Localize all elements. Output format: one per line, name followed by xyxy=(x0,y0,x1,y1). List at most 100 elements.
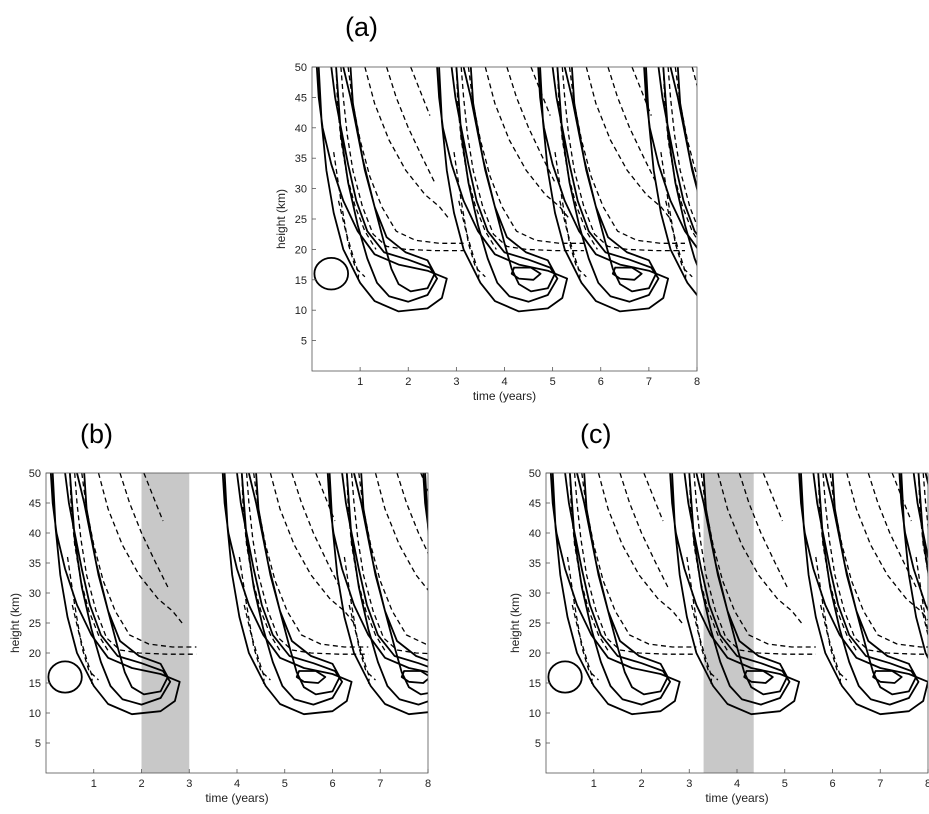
easterly-contour xyxy=(665,200,687,283)
y-tick-label: 45 xyxy=(529,498,541,510)
easterly-contour xyxy=(714,67,762,183)
shaded-interval xyxy=(141,473,190,773)
y-tick-label: 45 xyxy=(29,498,41,510)
easterly-contour xyxy=(691,67,697,88)
easterly-contour xyxy=(619,473,669,588)
easterly-contour xyxy=(568,67,685,244)
y-tick-label: 20 xyxy=(529,648,541,660)
westerly-contour xyxy=(872,670,903,684)
easterly-contour xyxy=(566,556,599,681)
panel-label: (a) xyxy=(345,12,378,42)
easterly-contour xyxy=(556,67,598,250)
easterly-contour xyxy=(662,67,697,241)
easterly-contour xyxy=(337,200,360,283)
easterly-contour xyxy=(238,556,271,681)
easterly-contour xyxy=(69,473,111,654)
westerly-contour xyxy=(76,473,169,696)
easterly-contour xyxy=(442,473,482,653)
y-tick-label: 15 xyxy=(29,678,41,690)
westerly-contour xyxy=(537,67,669,313)
westerly-contour xyxy=(462,67,556,293)
y-tick-label: 10 xyxy=(529,708,541,720)
easterly-contour xyxy=(385,67,436,183)
y-tick-label: 20 xyxy=(29,648,41,660)
x-tick-label: 5 xyxy=(550,376,556,388)
westerly-contour xyxy=(326,473,428,716)
x-tick-label: 7 xyxy=(877,778,883,790)
contour-group xyxy=(313,67,762,313)
easterly-contour xyxy=(358,473,428,645)
easterly-contour xyxy=(364,67,450,220)
easterly-contour xyxy=(717,473,803,624)
westerly-contour xyxy=(248,473,341,696)
contour-group xyxy=(47,473,543,716)
easterly-contour xyxy=(738,473,788,588)
easterly-contour xyxy=(410,67,431,116)
easterly-contour xyxy=(143,473,164,522)
y-tick-label: 35 xyxy=(29,558,41,570)
plot-frame xyxy=(45,472,429,774)
westerly-contour xyxy=(315,67,448,313)
easterly-contour xyxy=(690,604,713,687)
westerly-contour xyxy=(438,473,543,705)
easterly-contour xyxy=(484,67,571,220)
easterly-contour xyxy=(458,200,480,283)
easterly-contour xyxy=(762,473,784,522)
easterly-contour xyxy=(569,473,611,654)
easterly-contour xyxy=(915,556,928,637)
x-tick-label: 8 xyxy=(694,376,700,388)
x-axis-title: time (years) xyxy=(473,389,536,403)
y-tick-label: 5 xyxy=(535,738,541,750)
westerly-contour xyxy=(47,660,83,694)
easterly-contour xyxy=(340,67,464,252)
y-tick-label: 30 xyxy=(29,588,41,600)
y-tick-label: 20 xyxy=(295,244,307,256)
easterly-contour xyxy=(667,67,697,228)
westerly-contour xyxy=(611,266,643,281)
easterly-contour xyxy=(440,557,471,680)
y-tick-label: 40 xyxy=(529,528,541,540)
westerly-contour xyxy=(695,473,788,696)
x-tick-label: 4 xyxy=(501,376,507,388)
easterly-contour xyxy=(597,473,683,624)
easterly-contour xyxy=(74,473,197,655)
y-tick-label: 10 xyxy=(295,305,307,317)
x-tick-label: 6 xyxy=(829,778,835,790)
x-tick-label: 1 xyxy=(91,778,97,790)
westerly-contour xyxy=(221,473,353,716)
easterly-contour xyxy=(561,67,685,252)
westerly-contour xyxy=(236,473,343,706)
x-tick-label: 1 xyxy=(591,778,597,790)
easterly-contour xyxy=(573,473,697,655)
westerly-contour xyxy=(549,473,681,716)
y-axis-title: height (km) xyxy=(508,593,522,653)
x-tick-label: 5 xyxy=(282,778,288,790)
easterly-contour xyxy=(554,152,587,278)
y-tick-label: 30 xyxy=(529,588,541,600)
easterly-contour xyxy=(348,604,370,687)
x-tick-label: 8 xyxy=(925,778,929,790)
westerly-contour xyxy=(657,67,697,268)
westerly-contour xyxy=(563,67,657,293)
y-tick-label: 30 xyxy=(295,184,307,196)
westerly-contour xyxy=(450,473,541,694)
y-tick-label: 25 xyxy=(529,618,541,630)
y-tick-label: 50 xyxy=(529,468,541,480)
westerly-contour xyxy=(64,473,172,706)
easterly-contour xyxy=(688,473,730,654)
easterly-contour xyxy=(607,67,657,183)
westerly-contour xyxy=(669,67,697,193)
westerly-contour xyxy=(824,473,917,696)
x-axis-title: time (years) xyxy=(705,791,768,805)
y-tick-label: 5 xyxy=(301,336,307,348)
easterly-contour xyxy=(346,473,388,654)
easterly-contour xyxy=(506,67,556,183)
easterly-contour xyxy=(71,604,93,687)
x-tick-label: 6 xyxy=(598,376,604,388)
westerly-contour xyxy=(798,473,928,716)
y-axis-title: height (km) xyxy=(8,593,22,653)
contour-group xyxy=(547,473,928,716)
x-tick-label: 3 xyxy=(686,778,692,790)
